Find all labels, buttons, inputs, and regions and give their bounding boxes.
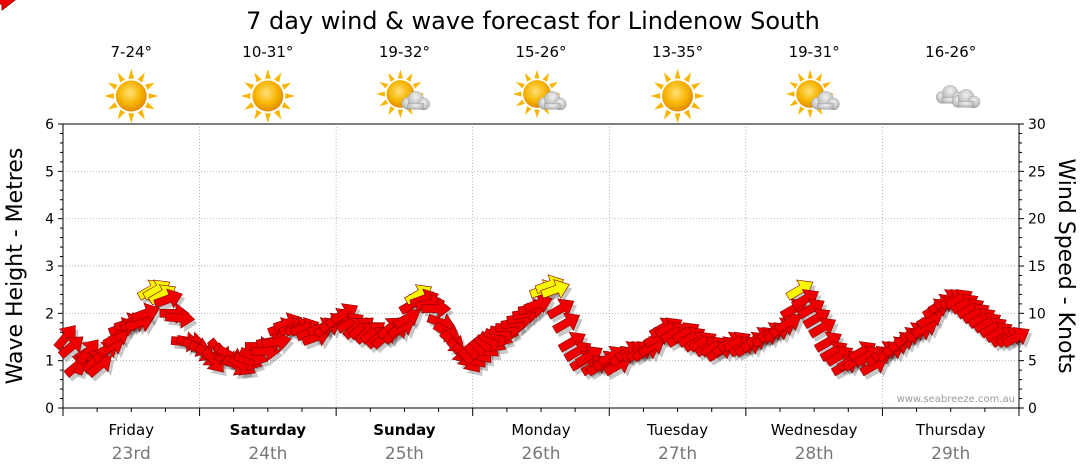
day-temperature: 16-26°: [925, 43, 976, 61]
wind-arrow: [540, 279, 570, 300]
day-date: 26th: [521, 444, 560, 464]
wind-arrow: [53, 325, 76, 351]
wind-arrow: [0, 0, 16, 11]
wind-arrow: [153, 288, 183, 309]
day-date: 23rd: [112, 444, 151, 464]
wind-arrow: [261, 330, 292, 352]
wind-arrow: [421, 297, 452, 320]
sun-cloud-icon: [785, 69, 840, 119]
left-tick-label: 1: [45, 354, 54, 370]
right-tick-label: 25: [1028, 164, 1046, 180]
day-temperature: 13-35°: [652, 43, 703, 61]
right-axis: 0 5 10 15 20 25 30: [1019, 117, 1046, 417]
wind-arrow: [523, 293, 553, 314]
day-date: 24th: [248, 444, 287, 464]
wind-arrow: [57, 336, 84, 359]
day-date: 27th: [658, 444, 697, 464]
cloud-icon: [935, 85, 981, 109]
day-name: Tuesday: [646, 421, 708, 439]
chart-title: 7 day wind & wave forecast for Lindenow …: [246, 7, 820, 35]
right-tick-label: 15: [1028, 259, 1046, 275]
sun-icon: [104, 68, 159, 124]
day-name: Friday: [109, 421, 155, 439]
left-tick-label: 2: [45, 306, 54, 322]
right-axis-title: Wind Speed - Knots: [1053, 158, 1078, 373]
credit-text: www.seabreeze.com.au: [897, 394, 1015, 405]
left-axis: 0 1 2 3 4 5 6: [45, 117, 63, 417]
left-tick-label: 0: [45, 401, 54, 417]
day-date: 29th: [931, 444, 970, 464]
day-temperature: 19-31°: [789, 43, 840, 61]
day-date: 28th: [795, 444, 834, 464]
wind-arrow: [392, 308, 421, 329]
sun-icon: [650, 68, 705, 124]
day-name: Thursday: [915, 421, 986, 439]
day-temperature: 19-32°: [379, 43, 430, 61]
wind-arrow: [1001, 326, 1030, 348]
left-tick-label: 3: [45, 259, 54, 275]
left-tick-label: 4: [45, 212, 54, 228]
day-name: Monday: [511, 421, 570, 439]
left-axis-title: Wave Height - Metres: [3, 148, 28, 385]
day-labels: Friday 23rd Saturday 24th Sunday 25th Monday 26…: [109, 421, 986, 464]
wind-arrow: [165, 307, 196, 329]
day-name: Saturday: [230, 421, 307, 439]
day-name: Sunday: [373, 421, 436, 439]
wind-arrow: [76, 339, 99, 365]
sun-icon: [240, 68, 295, 124]
sun-cloud-icon: [376, 69, 430, 119]
sun-cloud-icon: [512, 69, 567, 119]
right-tick-label: 20: [1028, 212, 1046, 228]
day-temperature: 15-26°: [515, 43, 566, 61]
right-tick-label: 30: [1028, 117, 1046, 133]
wind-arrows: [0, 0, 1030, 378]
day-name: Wednesday: [771, 421, 858, 439]
day-headers: 7-24° 10-31° 19-32° 15-26° 13-35° 19-31° 16-26…: [104, 43, 981, 124]
left-tick-label: 6: [45, 117, 54, 133]
wind-arrow: [774, 312, 802, 334]
wind-arrow: [130, 302, 161, 323]
right-tick-label: 10: [1028, 306, 1046, 322]
day-temperature: 10-31°: [242, 43, 293, 61]
right-tick-label: 0: [1028, 401, 1037, 417]
day-temperature: 7-24°: [111, 43, 153, 61]
left-tick-label: 5: [45, 164, 54, 180]
day-date: 25th: [385, 444, 424, 464]
right-tick-label: 5: [1028, 354, 1037, 370]
wind-arrow: [552, 312, 581, 334]
